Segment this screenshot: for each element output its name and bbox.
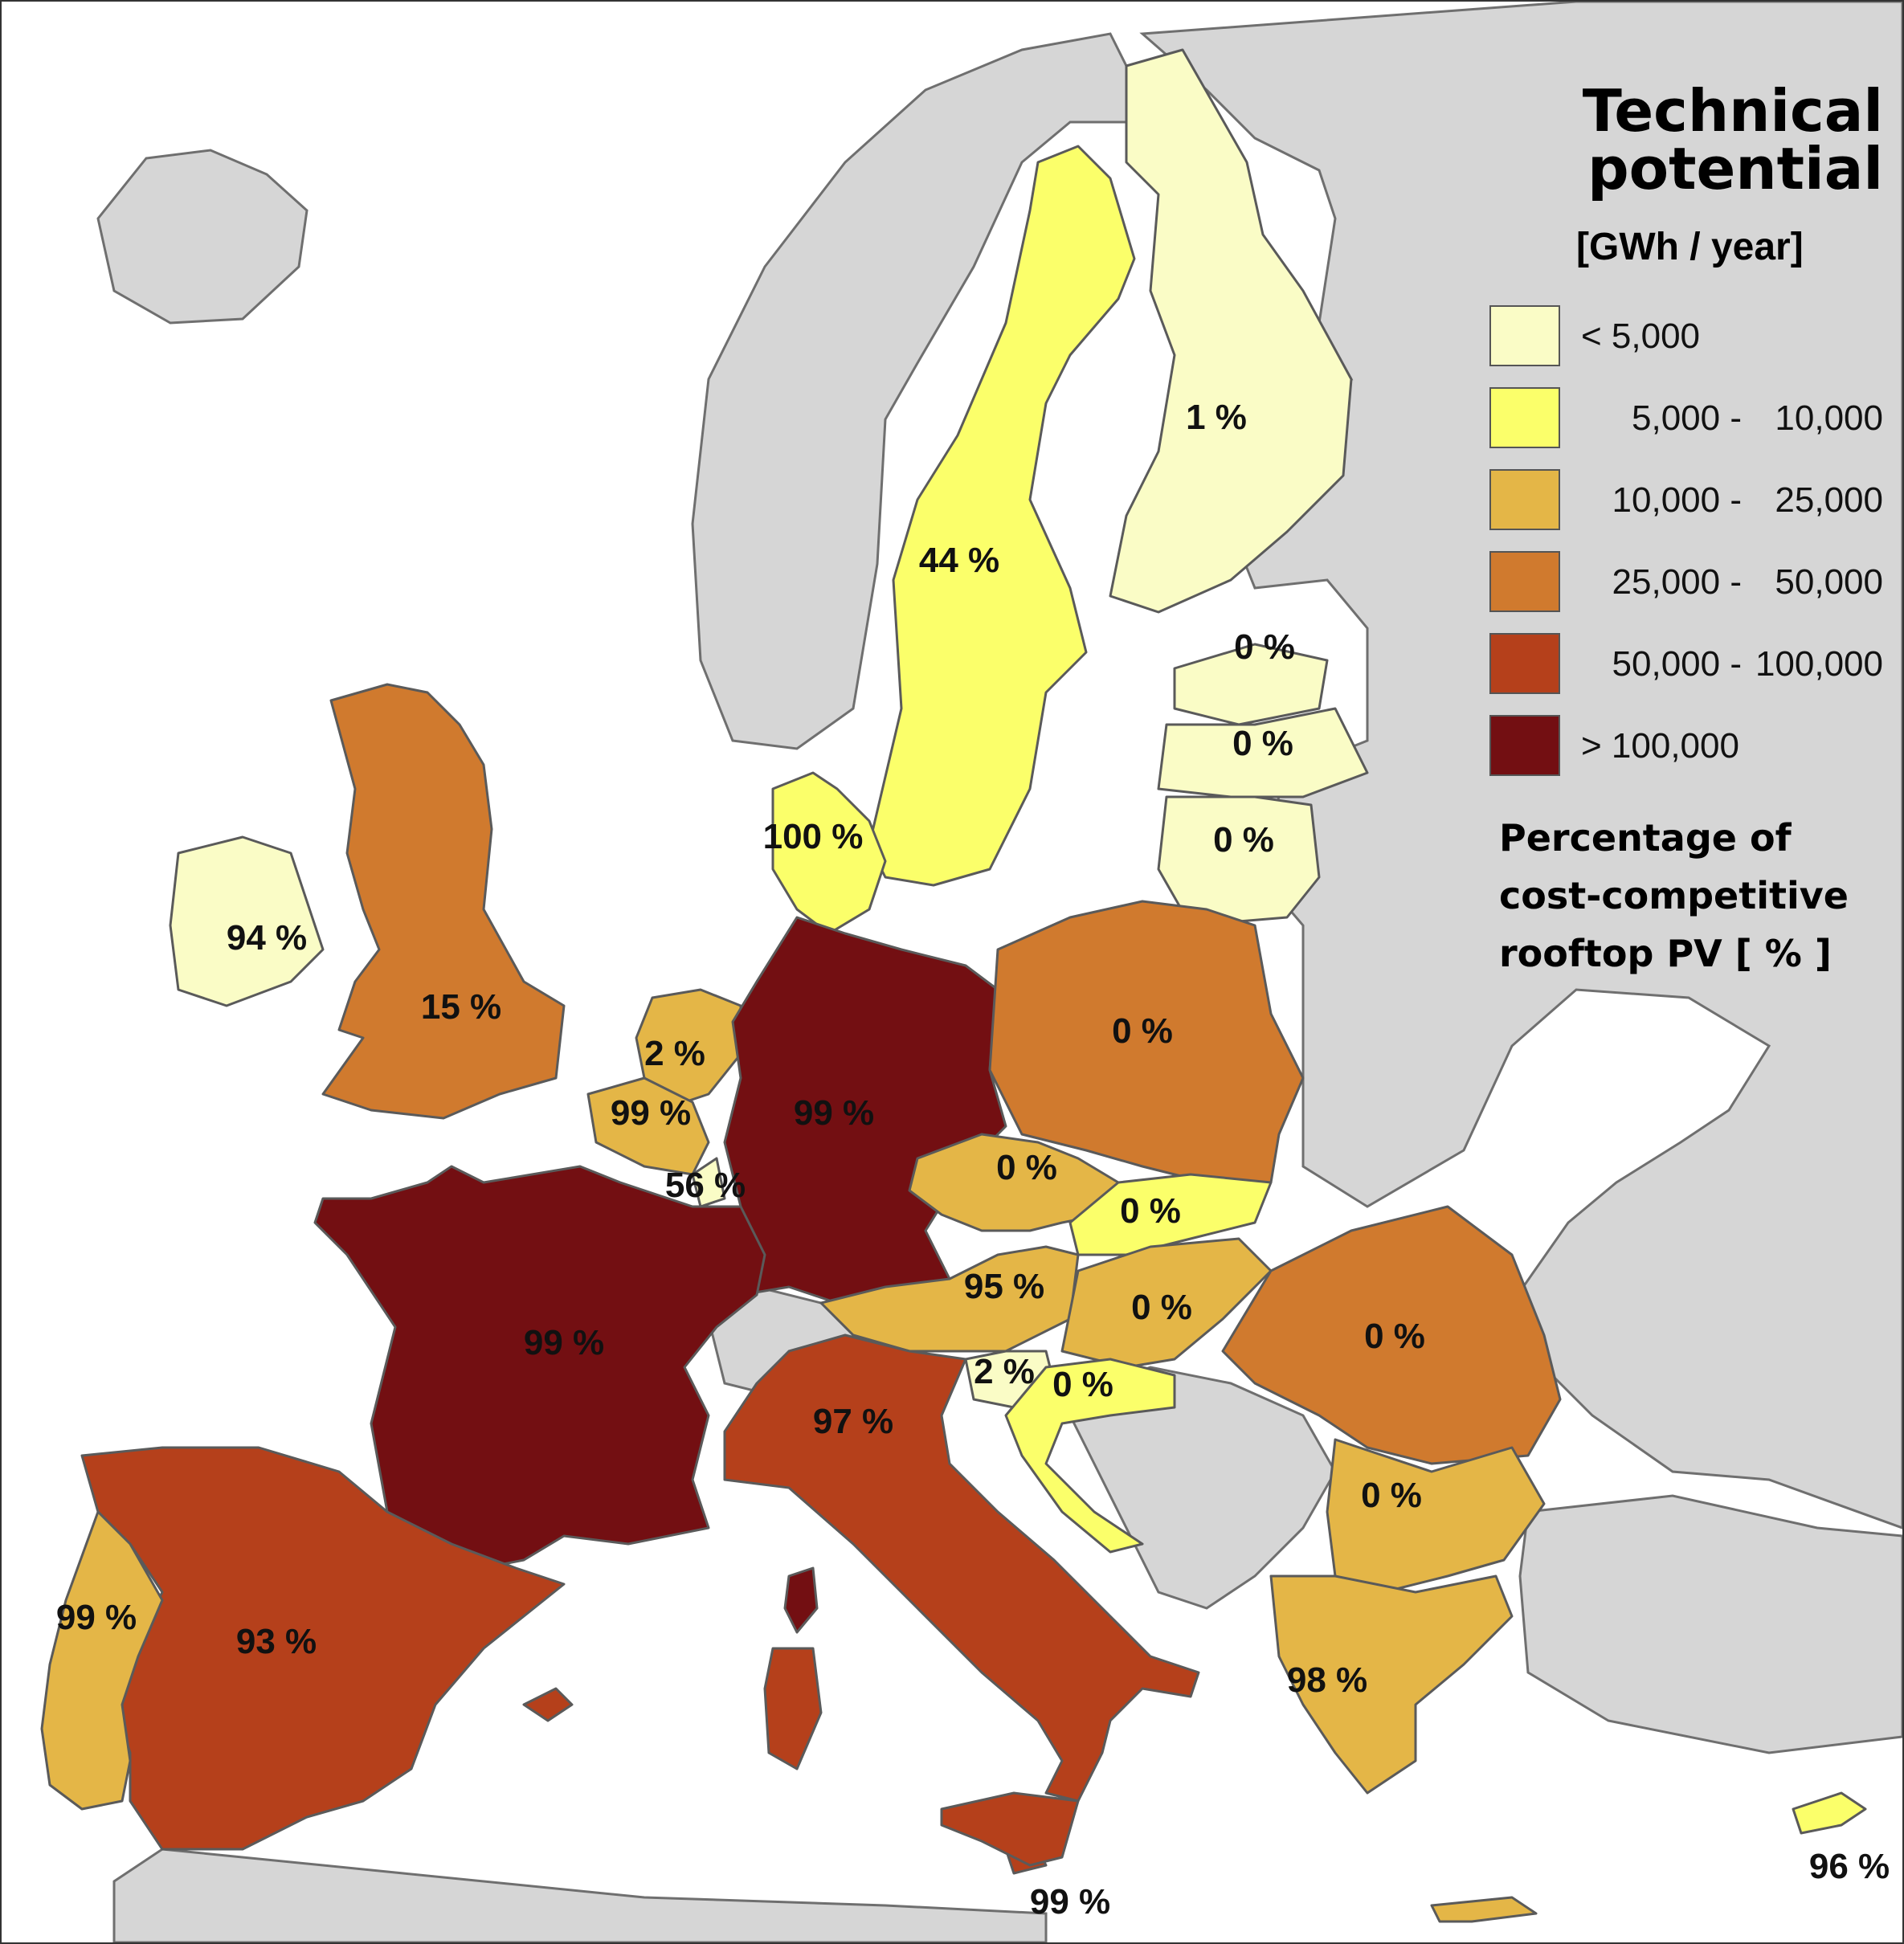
legend-swatch [1489,305,1560,366]
legend-class-3: 25,000 - 50,000 [1489,551,1883,615]
germany-pct-label: 99 % [794,1093,874,1133]
netherlands-region [635,988,742,1104]
legend-swatch [1489,469,1560,530]
france-region [313,1165,766,1570]
legend-class-high: 25,000 [1775,480,1883,520]
legend-class-high: 100,000 [1755,644,1883,684]
slovenia-pct-label: 2 % [974,1352,1035,1391]
percentage-labels: 44 % 1 % 0 % 0 % 0 % 100 % 94 % 15 % 2 % 99 % 56 %… [56,398,1890,1922]
lithuania-region [1157,795,1321,927]
bulgaria-region [1326,1438,1546,1594]
legend-class-2: 10,000 - 25,000 [1489,469,1883,533]
finland-pct-label: 1 % [1186,398,1247,437]
legend-title-line1: Technical [1582,77,1883,145]
poland-region [988,900,1305,1184]
legend-swatch [1489,551,1560,612]
pct-title-line1: Percentage of [1499,816,1792,860]
legend-unit: [GWh / year] [1576,226,1804,268]
hungary-region [1060,1237,1273,1369]
slovakia-region [1068,1173,1273,1256]
north-africa-shape [112,1848,1048,1942]
czech-republic-pct-label: 0 % [996,1148,1057,1187]
legend-title: Technical potential [1530,82,1883,198]
legend-class-0: < 5,000 [1489,305,1883,370]
estonia-region [1173,643,1329,726]
cyprus-pct-label: 96 % [1809,1847,1890,1886]
luxembourg-region [691,1157,726,1208]
bulgaria-pct-label: 0 % [1361,1476,1422,1515]
legend-class-low: 5,000 - [1632,398,1742,438]
sardinia-shape [763,1647,823,1770]
pct-title-line2: cost-competitive [1499,874,1849,917]
croatia-pct-label: 0 % [1052,1365,1113,1404]
legend-swatch [1489,633,1560,694]
sicily-shape [940,1791,1080,1867]
lithuania-pct-label: 0 % [1213,820,1274,860]
ireland-pct-label: 94 % [227,918,307,958]
netherlands-pct-label: 2 % [644,1034,705,1073]
slovakia-pct-label: 0 % [1120,1191,1181,1231]
croatia-region [1004,1358,1176,1554]
estonia-pct-label: 0 % [1234,627,1295,667]
legend-swatch [1489,387,1560,448]
legend-class-5: > 100,000 [1489,715,1883,779]
legend-class-low: 50,000 - [1612,644,1742,684]
denmark-region [771,771,887,935]
sweden-pct-label: 44 % [919,541,999,580]
finland-region [1109,48,1353,614]
legend-class-low: < 5,000 [1581,317,1701,356]
hungary-pct-label: 0 % [1131,1288,1192,1327]
united-kingdom-region [321,683,566,1120]
legend-class-low: 25,000 - [1612,562,1742,602]
legend-title-line2: potential [1587,135,1883,202]
italy-region [723,1333,1200,1803]
portugal-region [40,1510,164,1811]
iceland-shape [96,149,308,325]
cyprus-region [1792,1791,1867,1835]
denmark-pct-label: 100 % [763,817,864,856]
ireland-region [169,835,325,1007]
sweden-region [868,145,1136,887]
belgium-pct-label: 99 % [611,1093,691,1133]
eu-countries [40,48,1867,1923]
legend-class-high: 10,000 [1775,398,1883,438]
crete-shape [1430,1896,1538,1923]
belgium-region [586,1076,710,1176]
united-kingdom-pct-label: 15 % [421,987,501,1027]
balearic-shape [522,1687,574,1722]
italy-pct-label: 97 % [813,1402,893,1441]
turkey-shape [1518,1494,1902,1754]
legend-class-4: 50,000 - 100,000 [1489,633,1883,697]
latvia-region [1157,707,1369,798]
balkans-shape [1060,1366,1337,1610]
pct-title-line3: rooftop PV [ % ] [1499,932,1832,975]
percentage-legend-title: Percentage of cost-competitive rooftop P… [1499,809,1885,982]
legend-class-low: > 100,000 [1581,726,1739,766]
greece-pct-label: 98 % [1287,1660,1367,1700]
legend-swatch [1489,715,1560,776]
legend-class-low: 10,000 - [1612,480,1742,520]
luxembourg-pct-label: 56 % [665,1166,746,1205]
malta-pct-label: 99 % [1030,1882,1110,1922]
romania-pct-label: 0 % [1364,1317,1425,1356]
poland-pct-label: 0 % [1112,1011,1173,1051]
portugal-pct-label: 99 % [56,1598,137,1637]
legend-class-1: 5,000 - 10,000 [1489,387,1883,451]
greece-region [1269,1574,1514,1795]
legend-class-high: 50,000 [1775,562,1883,602]
spain-pct-label: 93 % [236,1622,317,1661]
latvia-pct-label: 0 % [1232,724,1293,763]
romania-region [1221,1205,1562,1465]
france-pct-label: 99 % [524,1323,604,1362]
corsica-shape [783,1566,819,1634]
austria-pct-label: 95 % [964,1267,1044,1306]
norway-shape [691,32,1144,750]
